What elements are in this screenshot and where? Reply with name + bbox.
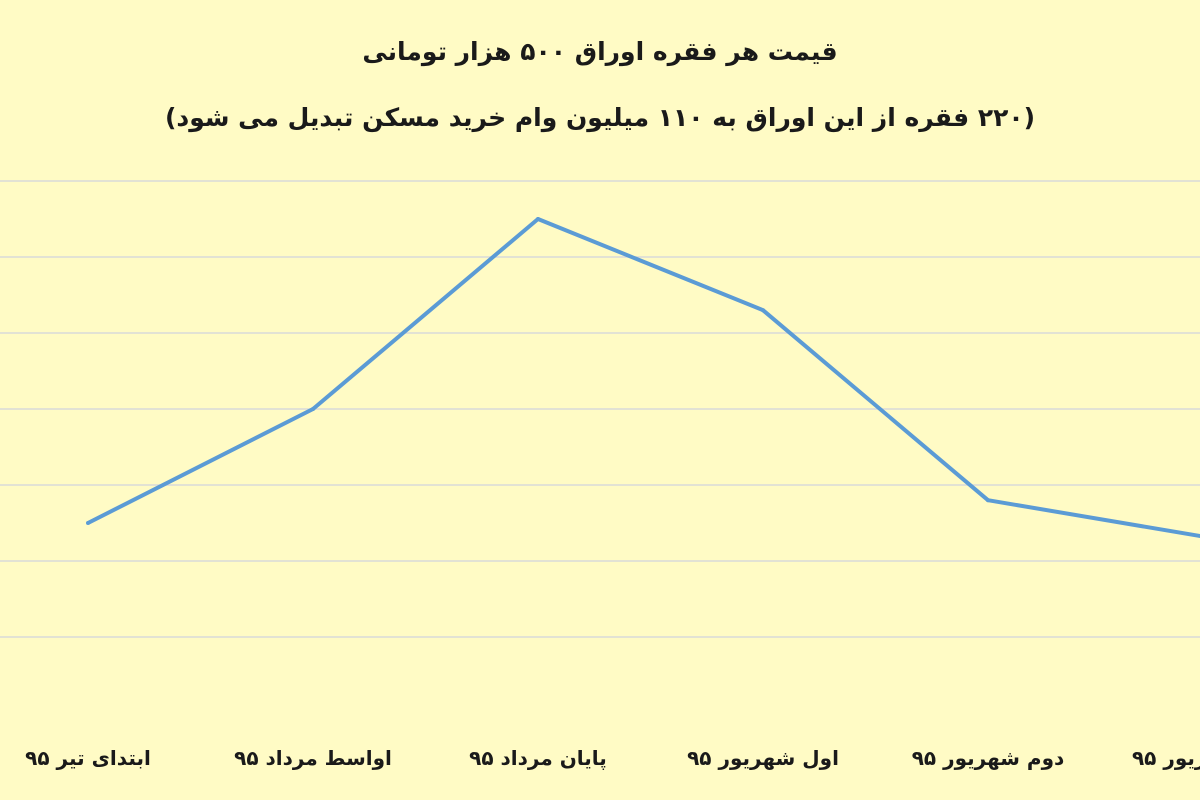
x-tick-label-0: ابتدای تیر ۹۵ [25, 746, 151, 770]
gridlines [0, 180, 1200, 638]
chart-subtitle: (۲۲۰ فقره از این اوراق به ۱۱۰ میلیون وام… [165, 103, 1035, 133]
data-point-2 [536, 217, 540, 221]
x-tick-label-4: دوم شهریور ۹۵ [912, 746, 1065, 770]
x-tick-label-1: اواسط مرداد ۹۵ [234, 746, 392, 770]
x-tick-label-2: پایان مرداد ۹۵ [469, 746, 607, 771]
chart-title: قیمت هر فقره اوراق ۵۰۰ هزار تومانی [362, 37, 837, 67]
series-layer [86, 217, 1200, 539]
data-point-4 [986, 498, 990, 503]
series-line-0 [87, 217, 1200, 539]
x-tick-label-5: سوم شهریور ۹۵ [1132, 746, 1200, 770]
data-point-3 [761, 308, 765, 313]
x-tick-labels: ابتدای تیر ۹۵ اواسط مرداد ۹۵ پایان مرداد ۹… [25, 746, 1200, 771]
data-point-1 [311, 407, 315, 411]
x-tick-label-3: اول شهریور ۹۵ [687, 746, 839, 770]
data-point-0 [86, 521, 90, 525]
